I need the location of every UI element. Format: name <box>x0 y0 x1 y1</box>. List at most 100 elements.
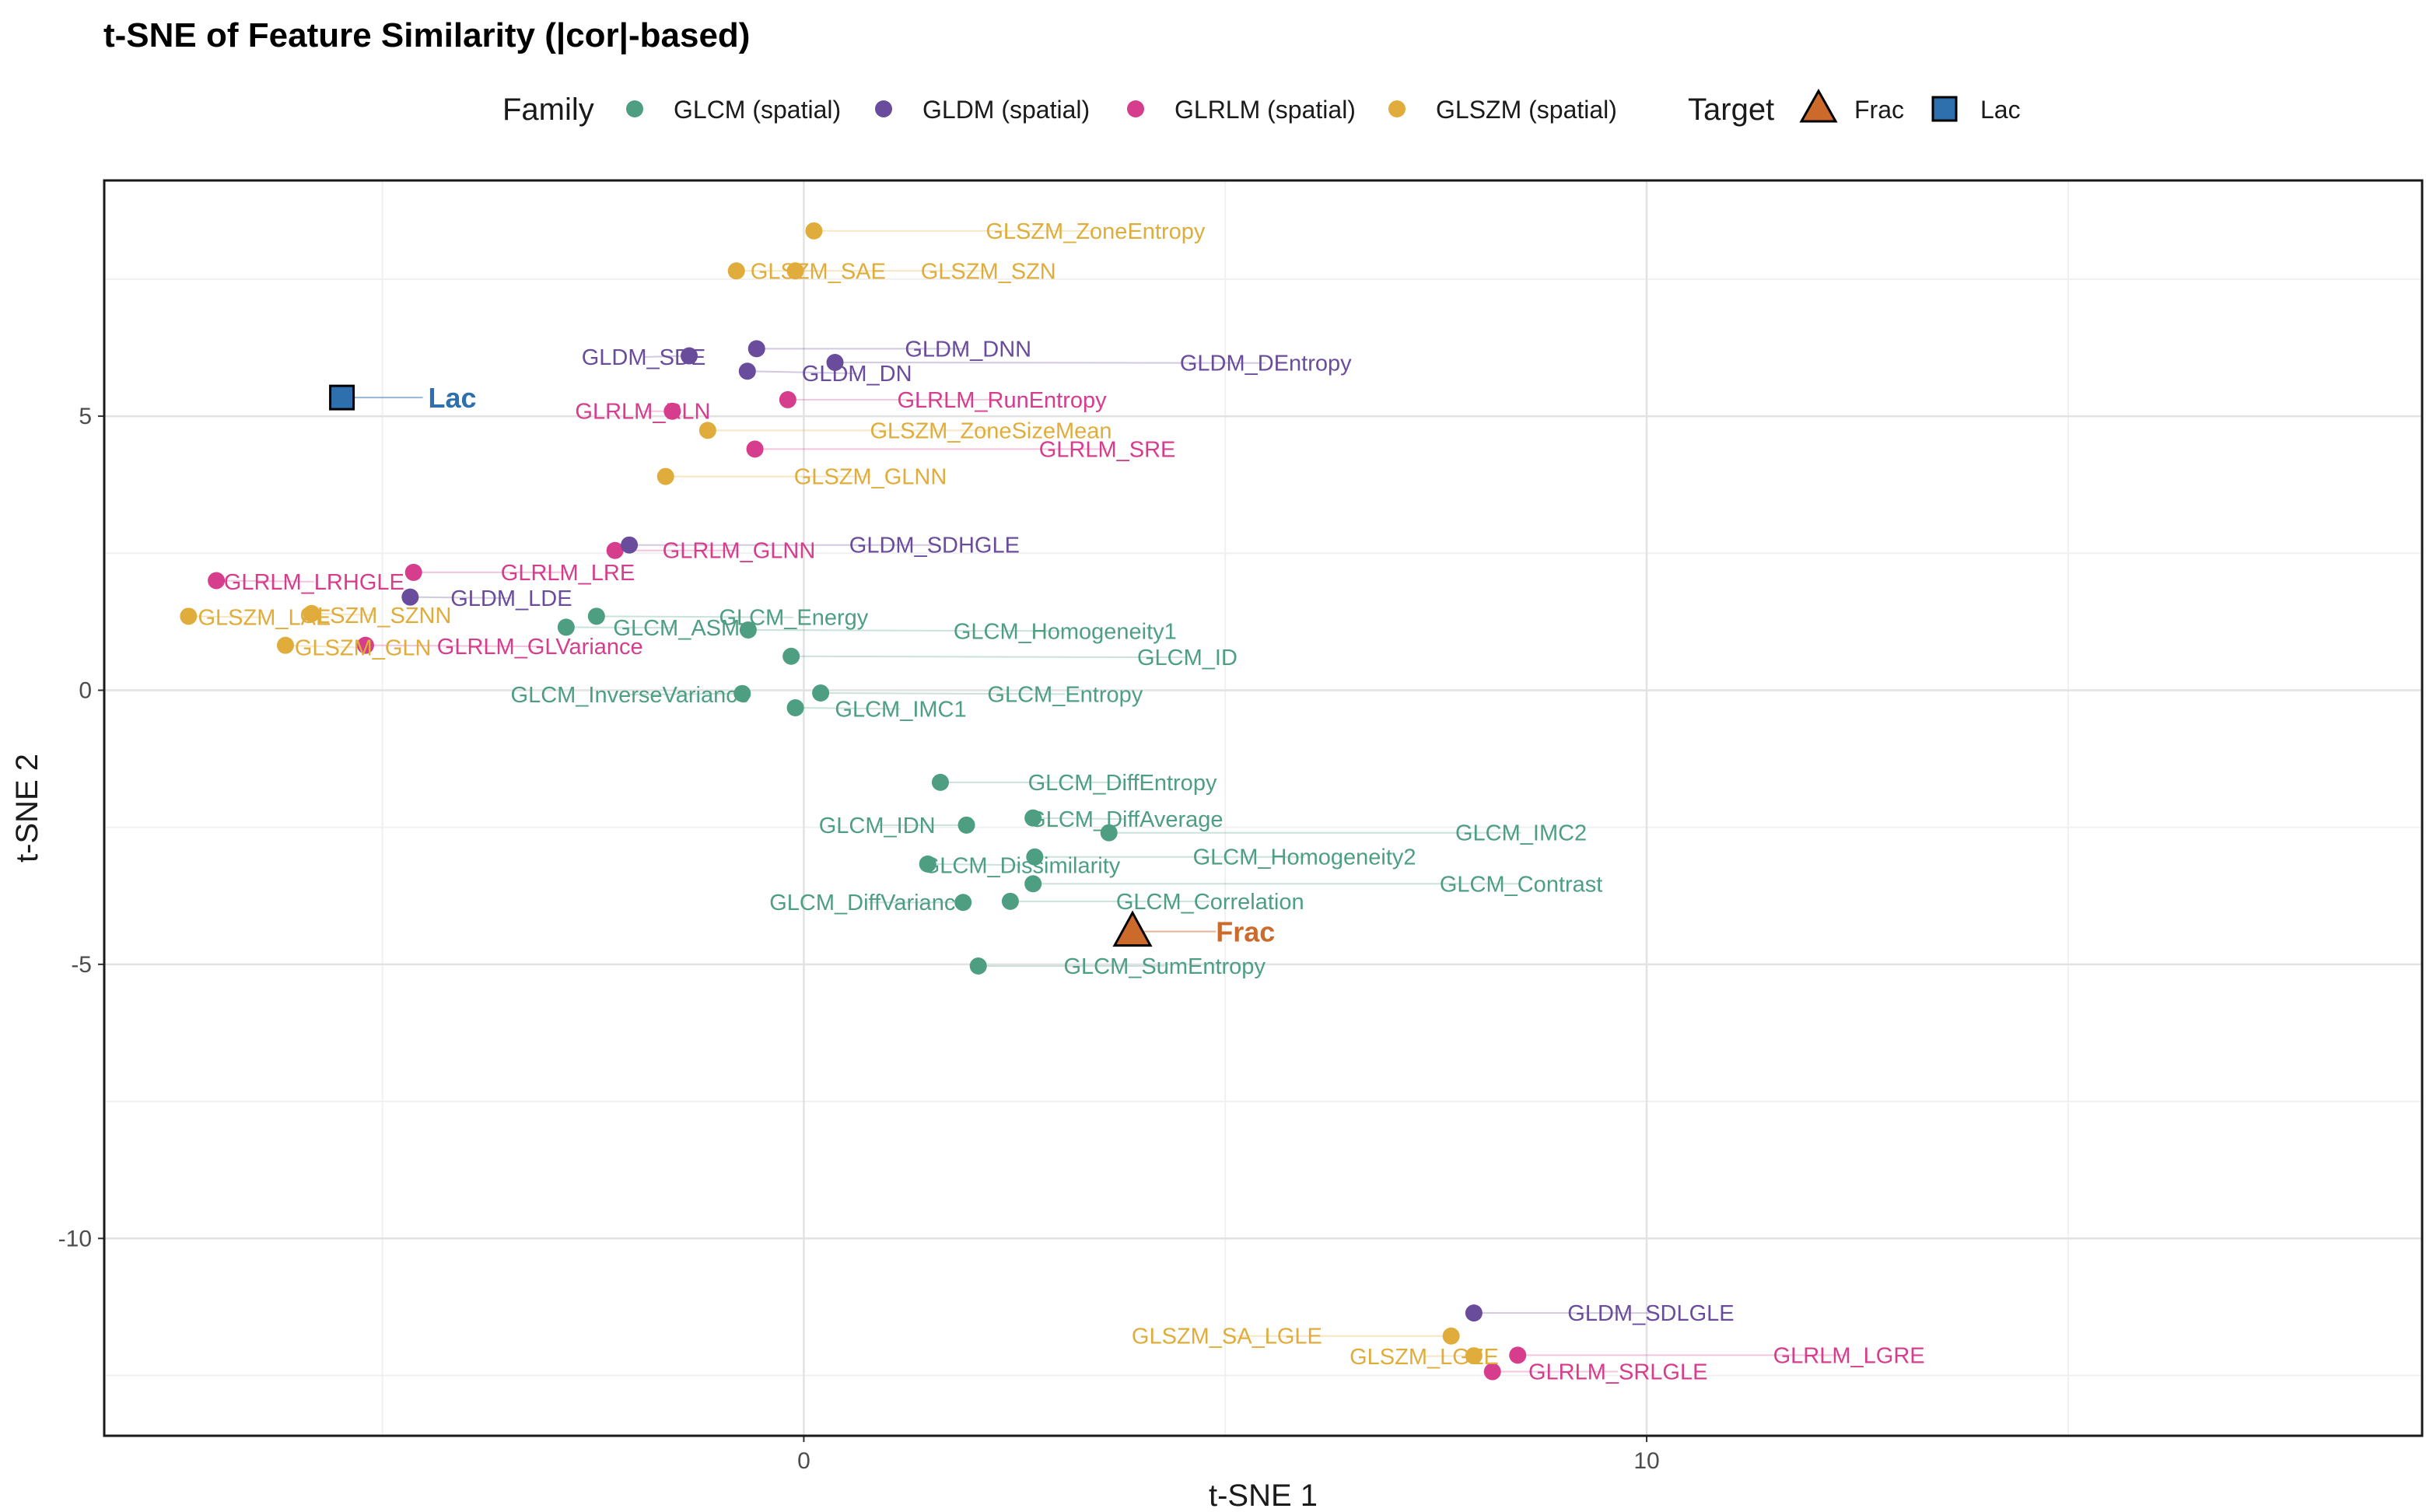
point-glrlm-glnn <box>606 541 624 559</box>
legend-key-glszm-spatial <box>1388 100 1406 117</box>
label-glszm-gln: GLSZM_GLN <box>295 635 432 660</box>
point-glcm-entropy <box>812 684 830 702</box>
y-tick-label: 5 <box>79 404 92 429</box>
leader-glcm-dissimilarity <box>927 863 1022 866</box>
label-glcm-homogeneity1: GLCM_Homogeneity1 <box>954 619 1177 644</box>
point-gldm-sdhgle <box>621 536 639 554</box>
point-gldm-sde <box>681 347 698 365</box>
point-glcm-imc2 <box>1100 824 1118 842</box>
label-gldm-dentropy: GLDM_DEntropy <box>1180 352 1352 376</box>
legend-family-title: Family <box>502 93 594 127</box>
point-glszm-zoneentropy <box>805 222 823 240</box>
point-glszm-gln <box>276 636 294 654</box>
panel-border <box>103 179 2424 1437</box>
label-glrlm-lre: GLRLM_LRE <box>501 561 635 586</box>
point-glszm-lgze <box>1465 1347 1483 1365</box>
legend-label-glrlm-spatial: GLRLM (spatial) <box>1174 96 1356 124</box>
leader-gldm-lde <box>410 596 512 600</box>
label-gldm-dnn: GLDM_DNN <box>905 337 1031 362</box>
label-glrlm-runentropy: GLRLM_RunEntropy <box>897 388 1107 413</box>
label-glcm-energy: GLCM_Energy <box>719 606 869 631</box>
point-glszm-sa-lgle <box>1442 1327 1460 1345</box>
label-gldm-sdlgle: GLDM_SDLGLE <box>1567 1301 1734 1326</box>
point-glrlm-rln <box>663 402 681 420</box>
target-point-lac <box>329 384 355 411</box>
label-glcm-idn: GLCM_IDN <box>819 814 936 838</box>
point-glszm-zonesizemean <box>698 422 716 439</box>
point-glszm-sae <box>727 262 745 280</box>
y-tick-label: -10 <box>58 1226 92 1251</box>
leader-glcm-asm <box>565 626 677 629</box>
label-glrlm-glnn: GLRLM_GLNN <box>663 539 816 564</box>
label-glcm-diffentropy: GLCM_DiffEntropy <box>1028 771 1217 796</box>
legend: Family GLCM (spatial) GLDM (spatial) GLRLM… <box>502 88 2021 127</box>
leader-glcm-energy <box>596 615 794 618</box>
label-glcm-imc1: GLCM_IMC1 <box>835 697 966 722</box>
leader-glcm-imc1 <box>795 707 901 710</box>
point-glrlm-lgre <box>1509 1346 1527 1364</box>
label-gldm-lde: GLDM_LDE <box>450 586 572 611</box>
leader-glcm-homogeneity1 <box>747 628 1066 632</box>
point-glrlm-glvariance <box>356 636 374 654</box>
label-glszm-lgze: GLSZM_LGZE <box>1350 1345 1499 1370</box>
label-glcm-entropy: GLCM_Entropy <box>987 682 1143 707</box>
legend-key-gldm-spatial <box>875 100 892 117</box>
point-glcm-diffentropy <box>931 773 949 791</box>
label-gldm-dn: GLDM_DN <box>802 362 912 387</box>
point-gldm-dnn <box>747 340 765 358</box>
point-glrlm-srlgle <box>1483 1363 1501 1381</box>
point-gldm-dn <box>738 362 756 380</box>
legend-key-frac <box>1799 88 1838 123</box>
legend-label-lac: Lac <box>1980 96 2021 124</box>
point-glcm-idn <box>957 816 975 834</box>
legend-targets: Frac Lac <box>1799 88 2021 124</box>
legend-label-glcm-spatial: GLCM (spatial) <box>674 96 841 124</box>
label-leader-lines <box>188 229 1850 1373</box>
point-glcm-imc1 <box>786 699 804 717</box>
point-glszm-sznn <box>303 604 320 622</box>
point-gldm-lde <box>401 588 419 606</box>
label-glszm-szn: GLSZM_SZN <box>921 259 1056 284</box>
x-tick-label: 10 <box>1633 1448 1659 1474</box>
label-gldm-sdhgle: GLDM_SDHGLE <box>849 534 1020 558</box>
target-point-frac <box>1112 910 1153 947</box>
x-axis-title: t-SNE 1 <box>1209 1479 1318 1512</box>
label-gldm-sde: GLDM_SDE <box>582 345 706 370</box>
point-glrlm-lrhgle <box>208 572 226 590</box>
point-glszm-szn <box>786 262 804 280</box>
label-glrlm-sre: GLRLM_SRE <box>1039 437 1176 462</box>
point-gldm-dentropy <box>826 353 844 371</box>
legend-target-title: Target <box>1688 93 1774 127</box>
point-glcm-energy <box>587 607 605 625</box>
point-glcm-correlation <box>1001 892 1019 910</box>
leader-glcm-diffaverage <box>1033 817 1126 821</box>
point-glcm-asm <box>557 618 575 636</box>
legend-key-glrlm-spatial <box>1127 100 1144 117</box>
label-glcm-id: GLCM_ID <box>1137 646 1238 670</box>
legend-key-lac <box>1931 96 1958 122</box>
label-glcm-correlation: GLCM_Correlation <box>1116 890 1304 915</box>
label-glcm-dissimilarity: GLCM_Dissimilarity <box>922 853 1121 878</box>
label-glrlm-glvariance: GLRLM_GLVariance <box>437 635 643 660</box>
label-glszm-sznn: GLSZM_SZNN <box>299 604 451 628</box>
label-glcm-diffvariance: GLCM_DiffVariance <box>769 891 968 915</box>
label-glrlm-rln: GLRLM_RLN <box>575 400 710 425</box>
leader-gldm-dn <box>747 370 857 375</box>
label-glszm-sa-lgle: GLSZM_SA_LGLE <box>1132 1325 1322 1349</box>
point-glcm-dissimilarity <box>919 855 936 873</box>
target-label-frac: Frac <box>1216 916 1275 948</box>
label-glcm-asm: GLCM_ASM <box>613 616 740 641</box>
label-glcm-diffaverage: GLCM_DiffAverage <box>1028 807 1223 832</box>
target-label-lac: Lac <box>429 382 477 414</box>
legend-label-gldm-spatial: GLDM (spatial) <box>922 96 1090 124</box>
y-tick-label: 0 <box>79 677 92 703</box>
point-glszm-glnn <box>656 467 674 485</box>
y-tick-label: -5 <box>71 952 92 978</box>
point-glcm-diffvariance <box>954 894 972 912</box>
point-glcm-inversevariance <box>733 684 751 702</box>
axis-ticks: 0 10 5 0 -5 -10 <box>58 404 1660 1474</box>
leader-glcm-entropy <box>821 691 1066 695</box>
legend-label-glszm-spatial: GLSZM (spatial) <box>1436 96 1617 124</box>
label-glcm-imc2: GLCM_IMC2 <box>1455 821 1587 846</box>
point-glcm-homogeneity2 <box>1026 848 1044 866</box>
